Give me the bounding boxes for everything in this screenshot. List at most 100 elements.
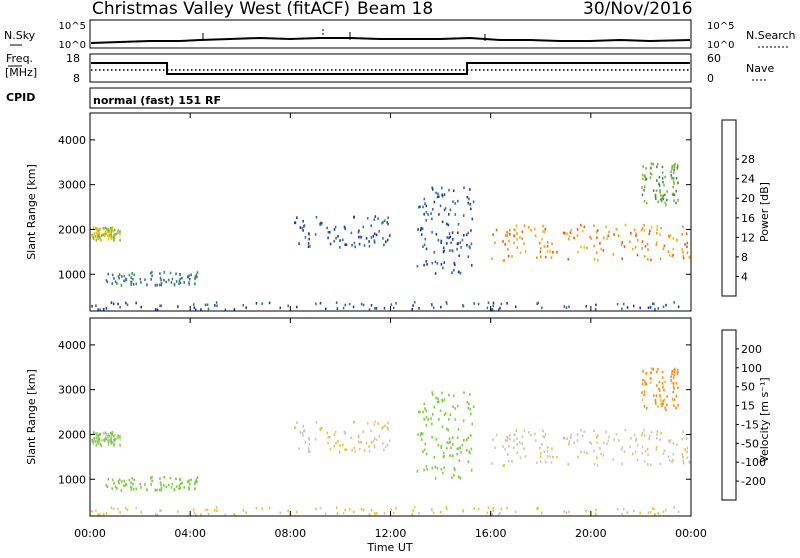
power-echo-cell bbox=[542, 224, 544, 228]
velocity-echo-cell bbox=[125, 506, 127, 510]
velocity-echo-cell bbox=[107, 432, 110, 436]
power-echo-cell bbox=[641, 177, 644, 181]
velocity-echo-cell bbox=[516, 443, 518, 446]
velocity-echo-cell bbox=[643, 390, 646, 393]
velocity-echo-cell bbox=[102, 512, 105, 516]
velocity-echo-cell bbox=[513, 446, 515, 450]
power-echo-cell bbox=[654, 193, 657, 197]
velocity-echo-cell bbox=[643, 393, 645, 397]
velocity-echo-cell bbox=[454, 407, 457, 410]
velocity-echo-cell bbox=[659, 438, 661, 441]
power-echo-cell bbox=[675, 176, 678, 180]
velocity-echo-cell bbox=[98, 437, 101, 440]
velocity-echo-cell bbox=[660, 403, 662, 406]
velocity-echo-cell bbox=[128, 478, 131, 482]
power-echo-cell bbox=[563, 305, 566, 308]
power-echo-cell bbox=[450, 241, 452, 245]
power-echo-cell bbox=[655, 243, 658, 247]
colorbar-tick-label: 20 bbox=[741, 192, 755, 205]
power-echo-cell bbox=[509, 229, 511, 232]
power-echo-cell bbox=[656, 165, 658, 169]
power-echo-cell bbox=[158, 283, 161, 287]
velocity-echo-cell bbox=[424, 442, 427, 446]
velocity-echo-cell bbox=[495, 433, 498, 437]
power-echo-cell bbox=[97, 232, 100, 235]
power-echo-cell bbox=[660, 194, 662, 197]
power-echo-cell bbox=[117, 275, 120, 278]
velocity-echo-cell bbox=[125, 483, 128, 486]
power-echo-cell bbox=[471, 217, 474, 221]
velocity-echo-cell bbox=[337, 440, 339, 443]
velocity-echo-cell bbox=[549, 455, 551, 458]
velocity-echo-cell bbox=[362, 508, 365, 512]
velocity-echo-cell bbox=[673, 387, 675, 390]
power-echo-cell bbox=[411, 307, 413, 311]
velocity-echo-cell bbox=[672, 442, 675, 445]
colorbar-tick-label: 50 bbox=[741, 381, 755, 394]
velocity-echo-cell bbox=[97, 442, 100, 446]
velocity-echo-cell bbox=[216, 509, 218, 513]
velocity-echo-cell bbox=[382, 442, 384, 445]
y-tick-label: 2000 bbox=[58, 223, 86, 236]
velocity-echo-cell bbox=[381, 426, 383, 430]
velocity-echo-cell bbox=[644, 449, 647, 453]
velocity-echo-cell bbox=[626, 511, 629, 514]
power-echo-cell bbox=[677, 305, 680, 309]
velocity-echo-cell bbox=[373, 423, 376, 426]
power-echo-cell bbox=[425, 247, 428, 251]
velocity-echo-cell bbox=[470, 469, 473, 472]
velocity-echo-cell bbox=[615, 433, 618, 436]
power-echo-cell bbox=[498, 308, 500, 311]
colorbar-tick-label: -15 bbox=[741, 418, 759, 431]
power-echo-cell bbox=[173, 283, 176, 287]
velocity-echo-cell bbox=[635, 437, 637, 441]
velocity-echo-cell bbox=[672, 376, 675, 380]
power-echo-cell bbox=[436, 262, 439, 265]
velocity-echo-cell bbox=[521, 435, 524, 438]
power-echo-cell bbox=[132, 277, 134, 281]
power-echo-cell bbox=[431, 188, 434, 191]
noise-sky-trace bbox=[90, 36, 691, 44]
velocity-echo-cell bbox=[193, 511, 196, 514]
power-echo-cell bbox=[460, 246, 462, 249]
power-echo-cell bbox=[676, 163, 679, 167]
velocity-echo-cell bbox=[581, 434, 584, 438]
power-echo-cell bbox=[368, 244, 371, 248]
velocity-echo-cell bbox=[511, 460, 513, 463]
velocity-echo-cell bbox=[596, 464, 599, 467]
velocity-echo-cell bbox=[108, 439, 111, 442]
velocity-echo-cell bbox=[308, 438, 310, 441]
power-echo-cell bbox=[454, 202, 457, 205]
velocity-echo-cell bbox=[682, 459, 685, 463]
x-tick-label: 00:00 bbox=[675, 527, 707, 540]
nave-tick-top: 60 bbox=[707, 52, 721, 65]
velocity-echo-cell bbox=[509, 438, 511, 441]
power-echo-cell bbox=[443, 208, 446, 212]
velocity-echo-cell bbox=[195, 480, 198, 484]
x-tick-label: 16:00 bbox=[475, 527, 507, 540]
velocity-echo-cell bbox=[596, 456, 598, 459]
velocity-echo-cell bbox=[334, 430, 337, 434]
velocity-echo-cell bbox=[425, 452, 428, 456]
power-echo-cell bbox=[383, 219, 386, 222]
power-echo-cell bbox=[200, 308, 202, 311]
power-echo-cell bbox=[643, 185, 646, 188]
velocity-echo-cell bbox=[320, 426, 322, 430]
velocity-echo-cell bbox=[159, 509, 161, 512]
velocity-echo-cell bbox=[630, 437, 632, 440]
power-echo-cell bbox=[630, 232, 632, 235]
velocity-echo-cell bbox=[658, 380, 661, 384]
velocity-echo-cell bbox=[448, 441, 450, 445]
velocity-echo-cell bbox=[682, 461, 685, 465]
velocity-echo-cell bbox=[419, 410, 421, 414]
velocity-echo-cell bbox=[600, 452, 602, 456]
power-echo-cell bbox=[487, 301, 490, 304]
power-echo-cell bbox=[624, 223, 627, 227]
velocity-echo-cell bbox=[672, 398, 674, 402]
velocity-echo-cell bbox=[443, 398, 446, 401]
power-echo-cell bbox=[648, 232, 651, 236]
velocity-echo-cell bbox=[441, 425, 444, 429]
velocity-echo-cell bbox=[156, 513, 159, 517]
power-echo-cell bbox=[119, 230, 121, 233]
velocity-echo-cell bbox=[661, 404, 663, 408]
